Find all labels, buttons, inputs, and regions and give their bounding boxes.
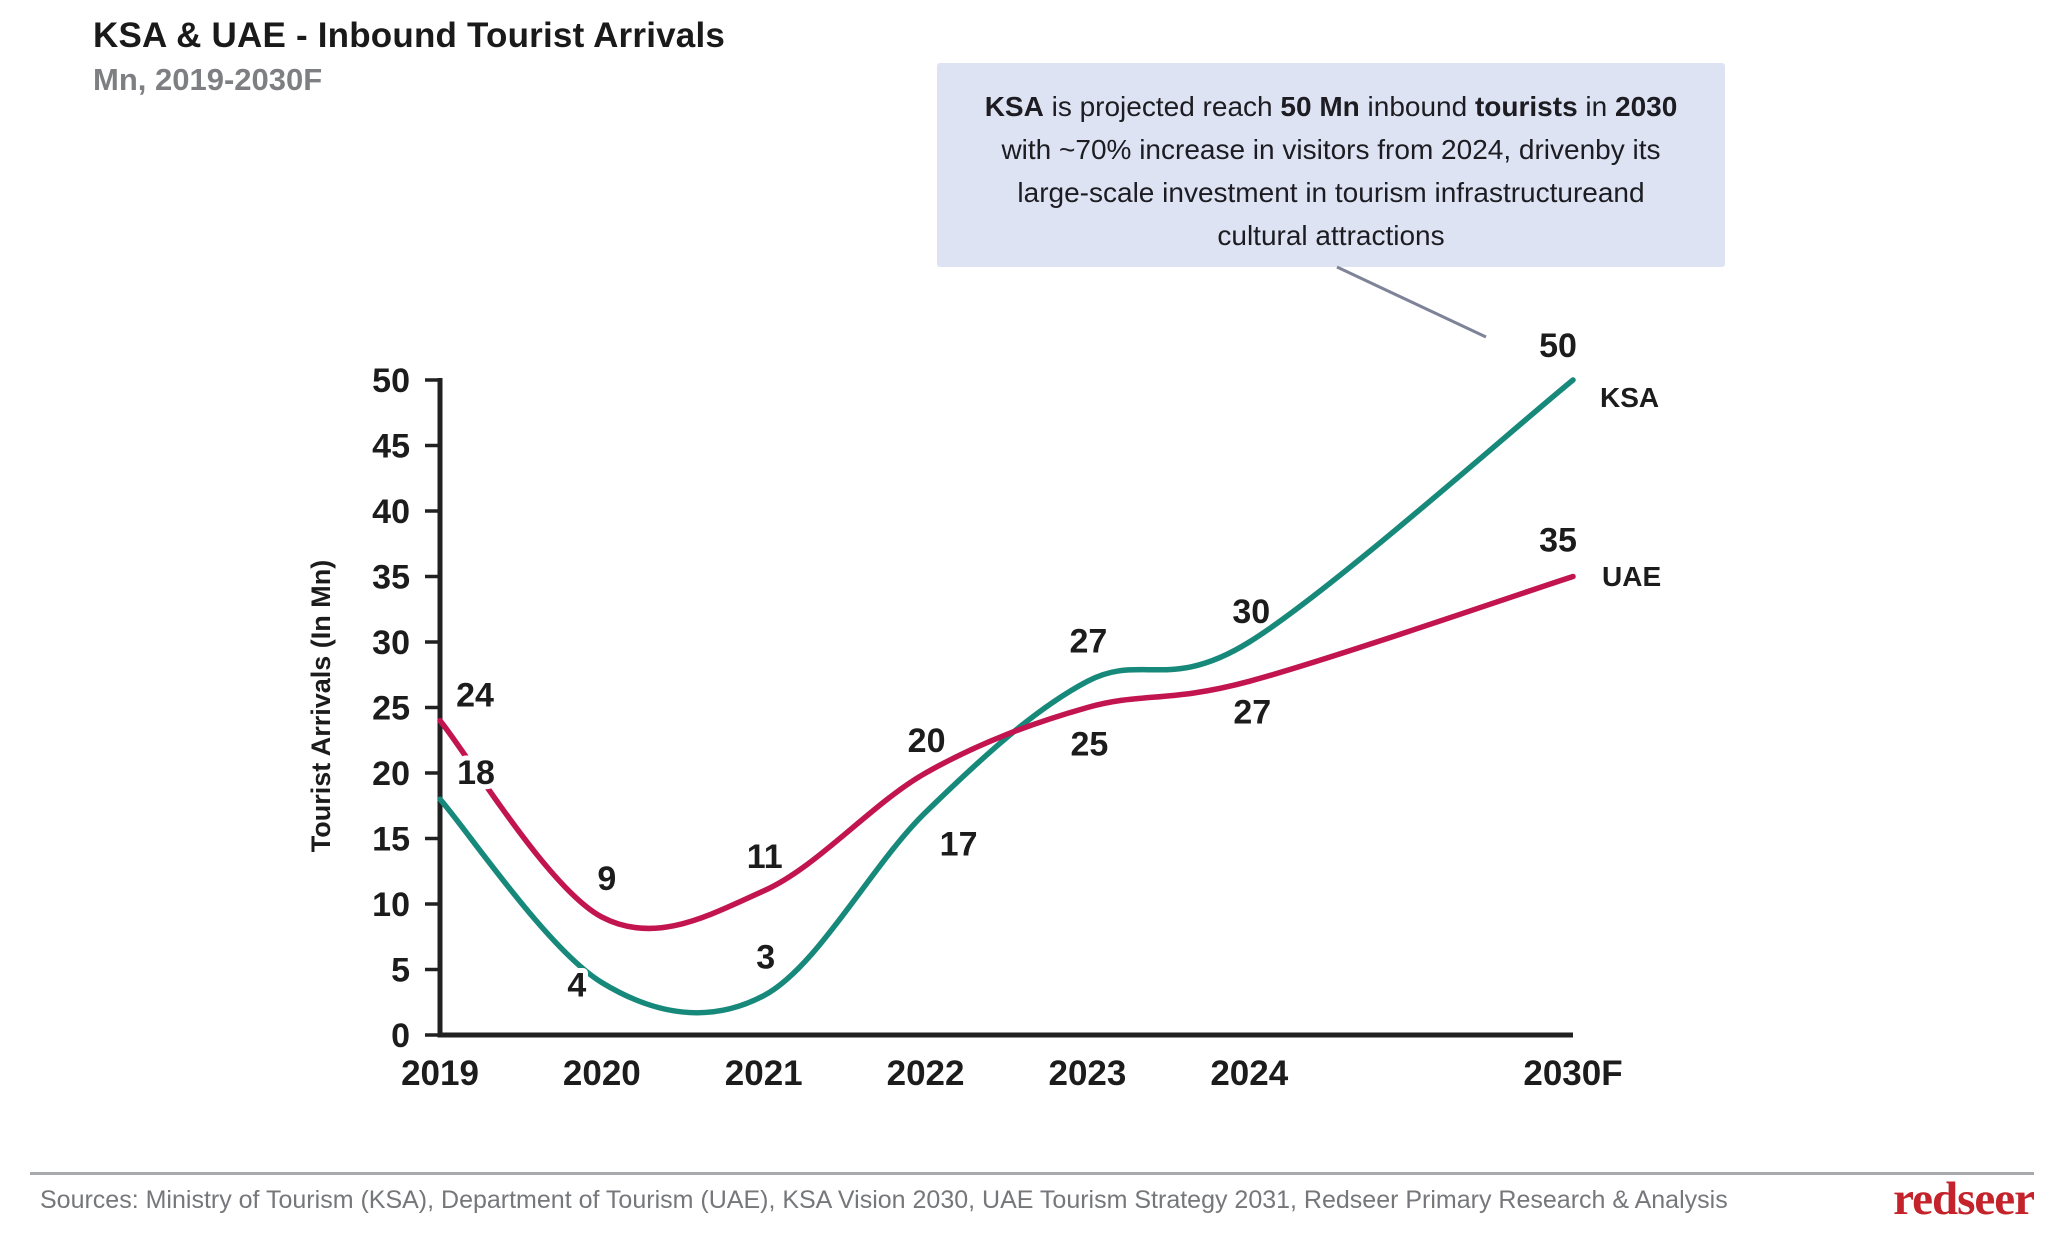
footer-divider bbox=[30, 1172, 2034, 1175]
y-tick-label: 35 bbox=[372, 559, 410, 597]
uae-line bbox=[437, 573, 1576, 932]
ksa-line bbox=[437, 377, 1576, 1016]
y-tick-label: 30 bbox=[372, 624, 410, 662]
annotation-text-segment: KSA bbox=[984, 91, 1044, 122]
uae-value-label: 11 bbox=[747, 838, 783, 876]
ksa-value-label: 3 bbox=[756, 939, 775, 977]
y-tick-label: 15 bbox=[372, 821, 410, 859]
ksa-value-label: 30 bbox=[1232, 593, 1270, 631]
redseer-logo: redseer bbox=[1893, 1173, 2035, 1225]
uae-value-label: 24 bbox=[456, 677, 494, 715]
ksa-value-label: 27 bbox=[1070, 622, 1108, 660]
annotation-text-segment: inbound bbox=[1359, 91, 1475, 122]
uae-value-label: 9 bbox=[597, 860, 616, 898]
ksa-value-label: 4 bbox=[567, 967, 586, 1005]
y-tick-label: 50 bbox=[372, 362, 410, 400]
sources-text: Sources: Ministry of Tourism (KSA), Depa… bbox=[40, 1186, 1728, 1214]
y-tick-label: 5 bbox=[391, 952, 410, 990]
x-tick-label: 2022 bbox=[887, 1054, 965, 1093]
y-tick-label: 10 bbox=[372, 886, 410, 924]
x-tick-label: 2021 bbox=[725, 1054, 803, 1093]
uae-value-label: 20 bbox=[908, 722, 946, 760]
x-tick-label: 2024 bbox=[1210, 1054, 1288, 1093]
annotation-text-segment: large-scale investment in tourism infras… bbox=[1017, 177, 1645, 208]
x-tick-label: 2023 bbox=[1048, 1054, 1126, 1093]
ksa-value-label: 18 bbox=[457, 754, 495, 792]
annotation-line: KSA is projected reach 50 Mn inbound tou… bbox=[937, 85, 1725, 128]
ksa-value-label: 17 bbox=[940, 825, 978, 863]
y-axis-title: Tourist Arrivals (In Mn) bbox=[306, 560, 336, 853]
axes bbox=[437, 378, 1573, 1038]
ksa-value-label: 50 bbox=[1539, 327, 1577, 365]
annotation-text-segment: tourists bbox=[1474, 91, 1578, 122]
annotation-callout: KSA is projected reach 50 Mn inbound tou… bbox=[937, 63, 1725, 267]
page-title: KSA & UAE - Inbound Tourist Arrivals bbox=[93, 16, 726, 55]
ksa-series-label: KSA bbox=[1600, 382, 1659, 413]
x-tick-label: 2030F bbox=[1523, 1054, 1622, 1093]
y-tick-label: 0 bbox=[391, 1017, 410, 1055]
uae-value-label: 35 bbox=[1539, 522, 1577, 560]
annotation-line: large-scale investment in tourism infras… bbox=[937, 171, 1725, 214]
y-tick-label: 45 bbox=[372, 428, 410, 466]
annotation-line: cultural attractions bbox=[937, 214, 1725, 257]
annotation-text-segment: with ~70% increase in visitors from 2024… bbox=[1001, 134, 1661, 165]
uae-value-label: 25 bbox=[1071, 726, 1109, 764]
annotation-leader-line bbox=[1336, 265, 1487, 339]
annotation-line: with ~70% increase in visitors from 2024… bbox=[937, 128, 1725, 171]
annotation-text-segment: 50 Mn bbox=[1280, 91, 1360, 122]
y-tick-label: 40 bbox=[372, 493, 410, 531]
page-subtitle: Mn, 2019-2030F bbox=[93, 62, 323, 97]
annotation-text-segment: cultural attractions bbox=[1217, 220, 1445, 251]
annotation-text-segment: is projected reach bbox=[1043, 91, 1281, 122]
y-tick-label: 25 bbox=[372, 690, 410, 728]
annotation-text-segment: 2030 bbox=[1615, 91, 1678, 122]
x-tick-label: 2020 bbox=[563, 1054, 641, 1093]
uae-value-label: 27 bbox=[1233, 693, 1271, 731]
annotation-text-segment: in bbox=[1577, 91, 1616, 122]
y-tick-label: 20 bbox=[372, 755, 410, 793]
x-tick-label: 2019 bbox=[401, 1054, 479, 1093]
uae-series-label: UAE bbox=[1602, 561, 1661, 592]
